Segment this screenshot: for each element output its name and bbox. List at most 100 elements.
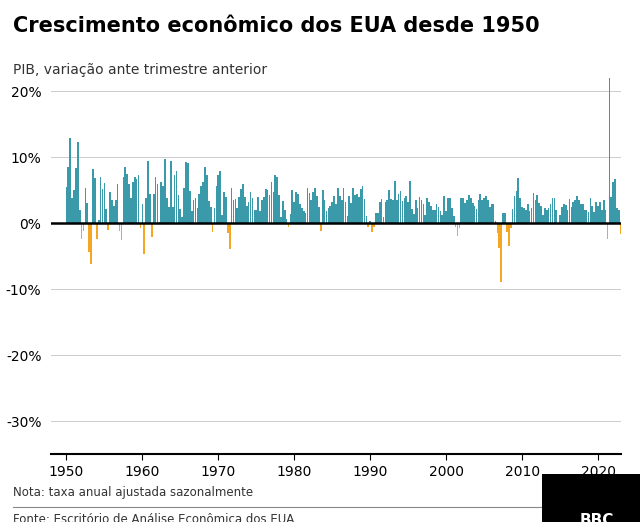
Bar bbox=[411, 209, 413, 223]
Bar bbox=[312, 193, 314, 223]
Bar bbox=[117, 184, 118, 223]
Bar bbox=[548, 208, 550, 223]
Bar bbox=[67, 168, 69, 223]
Bar bbox=[489, 207, 491, 223]
Bar bbox=[65, 187, 67, 223]
Bar bbox=[385, 202, 386, 223]
Bar bbox=[109, 193, 111, 223]
Bar bbox=[108, 223, 109, 230]
Bar bbox=[318, 207, 320, 223]
Bar bbox=[479, 194, 481, 223]
Bar bbox=[424, 215, 426, 223]
Bar bbox=[236, 208, 238, 223]
Bar bbox=[124, 167, 126, 223]
Bar bbox=[591, 206, 593, 223]
Bar bbox=[81, 223, 83, 239]
Bar bbox=[345, 201, 346, 223]
Bar bbox=[170, 161, 172, 223]
Bar bbox=[273, 192, 274, 223]
Bar bbox=[614, 179, 616, 223]
Bar bbox=[163, 186, 164, 223]
Bar bbox=[561, 207, 563, 223]
Bar bbox=[468, 195, 470, 223]
Bar bbox=[332, 202, 333, 223]
Bar bbox=[218, 175, 219, 223]
Bar bbox=[267, 191, 269, 223]
Bar bbox=[284, 210, 285, 223]
Bar bbox=[307, 188, 308, 223]
Bar bbox=[612, 182, 614, 223]
Bar bbox=[588, 212, 589, 223]
Bar bbox=[100, 176, 101, 223]
Bar bbox=[280, 217, 282, 223]
Bar bbox=[86, 203, 88, 223]
Bar bbox=[136, 179, 138, 223]
Bar bbox=[398, 194, 399, 223]
Bar bbox=[497, 223, 498, 233]
Bar bbox=[253, 210, 255, 223]
Bar bbox=[257, 197, 259, 223]
Bar bbox=[88, 223, 90, 252]
Bar bbox=[578, 200, 580, 223]
Bar bbox=[449, 198, 451, 223]
Bar bbox=[438, 207, 440, 223]
Bar bbox=[630, 223, 631, 431]
Bar bbox=[122, 177, 124, 223]
Bar bbox=[92, 169, 94, 223]
Bar bbox=[212, 223, 213, 232]
Bar bbox=[462, 198, 464, 223]
Bar bbox=[554, 198, 555, 223]
Bar bbox=[179, 209, 181, 223]
Bar bbox=[187, 163, 189, 223]
Bar bbox=[519, 198, 521, 223]
Bar bbox=[616, 208, 618, 223]
Bar bbox=[457, 223, 458, 236]
Text: Fonte: Escritório de Análise Econômica dos EUA: Fonte: Escritório de Análise Econômica d… bbox=[13, 513, 294, 522]
Bar bbox=[113, 206, 115, 223]
Bar bbox=[362, 186, 364, 223]
Bar bbox=[177, 195, 179, 223]
Bar bbox=[442, 215, 443, 223]
Bar bbox=[286, 219, 287, 223]
Bar bbox=[567, 210, 568, 223]
Bar bbox=[147, 161, 149, 223]
Bar bbox=[134, 177, 136, 223]
Bar bbox=[143, 223, 145, 254]
Bar bbox=[419, 197, 420, 223]
Bar bbox=[440, 211, 441, 223]
Bar bbox=[364, 199, 365, 223]
Bar bbox=[426, 198, 428, 223]
Bar bbox=[525, 209, 527, 223]
Bar bbox=[542, 215, 544, 223]
Bar bbox=[409, 181, 411, 223]
Bar bbox=[618, 209, 620, 223]
Bar bbox=[603, 200, 605, 223]
Bar bbox=[145, 198, 147, 223]
Bar bbox=[210, 207, 212, 223]
Bar bbox=[220, 171, 221, 223]
Bar bbox=[328, 208, 329, 223]
Bar bbox=[573, 202, 574, 223]
Bar bbox=[96, 223, 98, 239]
Bar bbox=[157, 184, 158, 223]
Bar bbox=[472, 203, 474, 223]
Bar bbox=[242, 184, 244, 223]
Bar bbox=[275, 175, 276, 223]
Bar bbox=[140, 223, 141, 228]
Bar bbox=[510, 223, 511, 228]
Bar bbox=[464, 203, 466, 223]
Bar bbox=[84, 188, 86, 223]
Bar bbox=[422, 204, 424, 223]
Bar bbox=[451, 208, 452, 223]
Bar bbox=[141, 204, 143, 223]
Bar bbox=[470, 198, 472, 223]
Bar bbox=[529, 211, 531, 223]
Bar bbox=[288, 223, 289, 227]
Bar bbox=[622, 223, 623, 227]
Bar bbox=[238, 197, 240, 223]
Bar bbox=[571, 207, 572, 223]
Bar bbox=[248, 202, 250, 223]
Bar bbox=[624, 202, 625, 223]
Bar bbox=[589, 198, 591, 223]
Bar bbox=[599, 202, 601, 223]
